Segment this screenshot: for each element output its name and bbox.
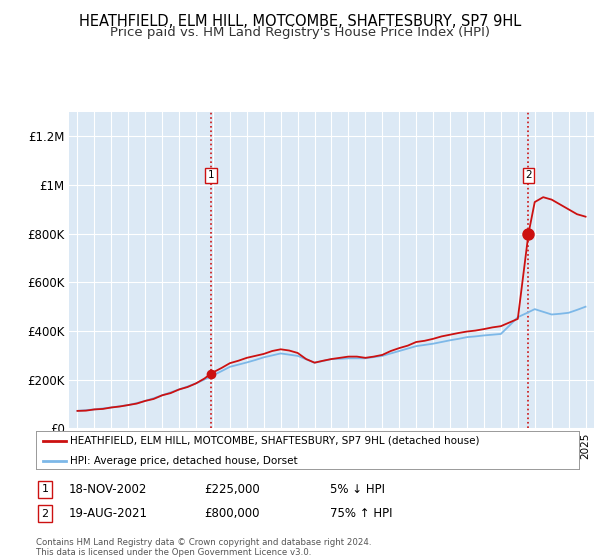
Text: 1: 1 [41, 484, 49, 494]
Text: 2: 2 [41, 508, 49, 519]
Text: 1: 1 [208, 170, 214, 180]
Text: HEATHFIELD, ELM HILL, MOTCOMBE, SHAFTESBURY, SP7 9HL (detached house): HEATHFIELD, ELM HILL, MOTCOMBE, SHAFTESB… [70, 436, 479, 446]
Text: Contains HM Land Registry data © Crown copyright and database right 2024.
This d: Contains HM Land Registry data © Crown c… [36, 538, 371, 557]
Text: 2: 2 [525, 170, 532, 180]
Text: HEATHFIELD, ELM HILL, MOTCOMBE, SHAFTESBURY, SP7 9HL: HEATHFIELD, ELM HILL, MOTCOMBE, SHAFTESB… [79, 14, 521, 29]
Text: Price paid vs. HM Land Registry's House Price Index (HPI): Price paid vs. HM Land Registry's House … [110, 26, 490, 39]
Text: £800,000: £800,000 [204, 507, 260, 520]
Text: 19-AUG-2021: 19-AUG-2021 [69, 507, 148, 520]
Text: 75% ↑ HPI: 75% ↑ HPI [330, 507, 392, 520]
Text: 5% ↓ HPI: 5% ↓ HPI [330, 483, 385, 496]
Text: 18-NOV-2002: 18-NOV-2002 [69, 483, 148, 496]
Text: £225,000: £225,000 [204, 483, 260, 496]
Text: HPI: Average price, detached house, Dorset: HPI: Average price, detached house, Dors… [70, 456, 297, 466]
